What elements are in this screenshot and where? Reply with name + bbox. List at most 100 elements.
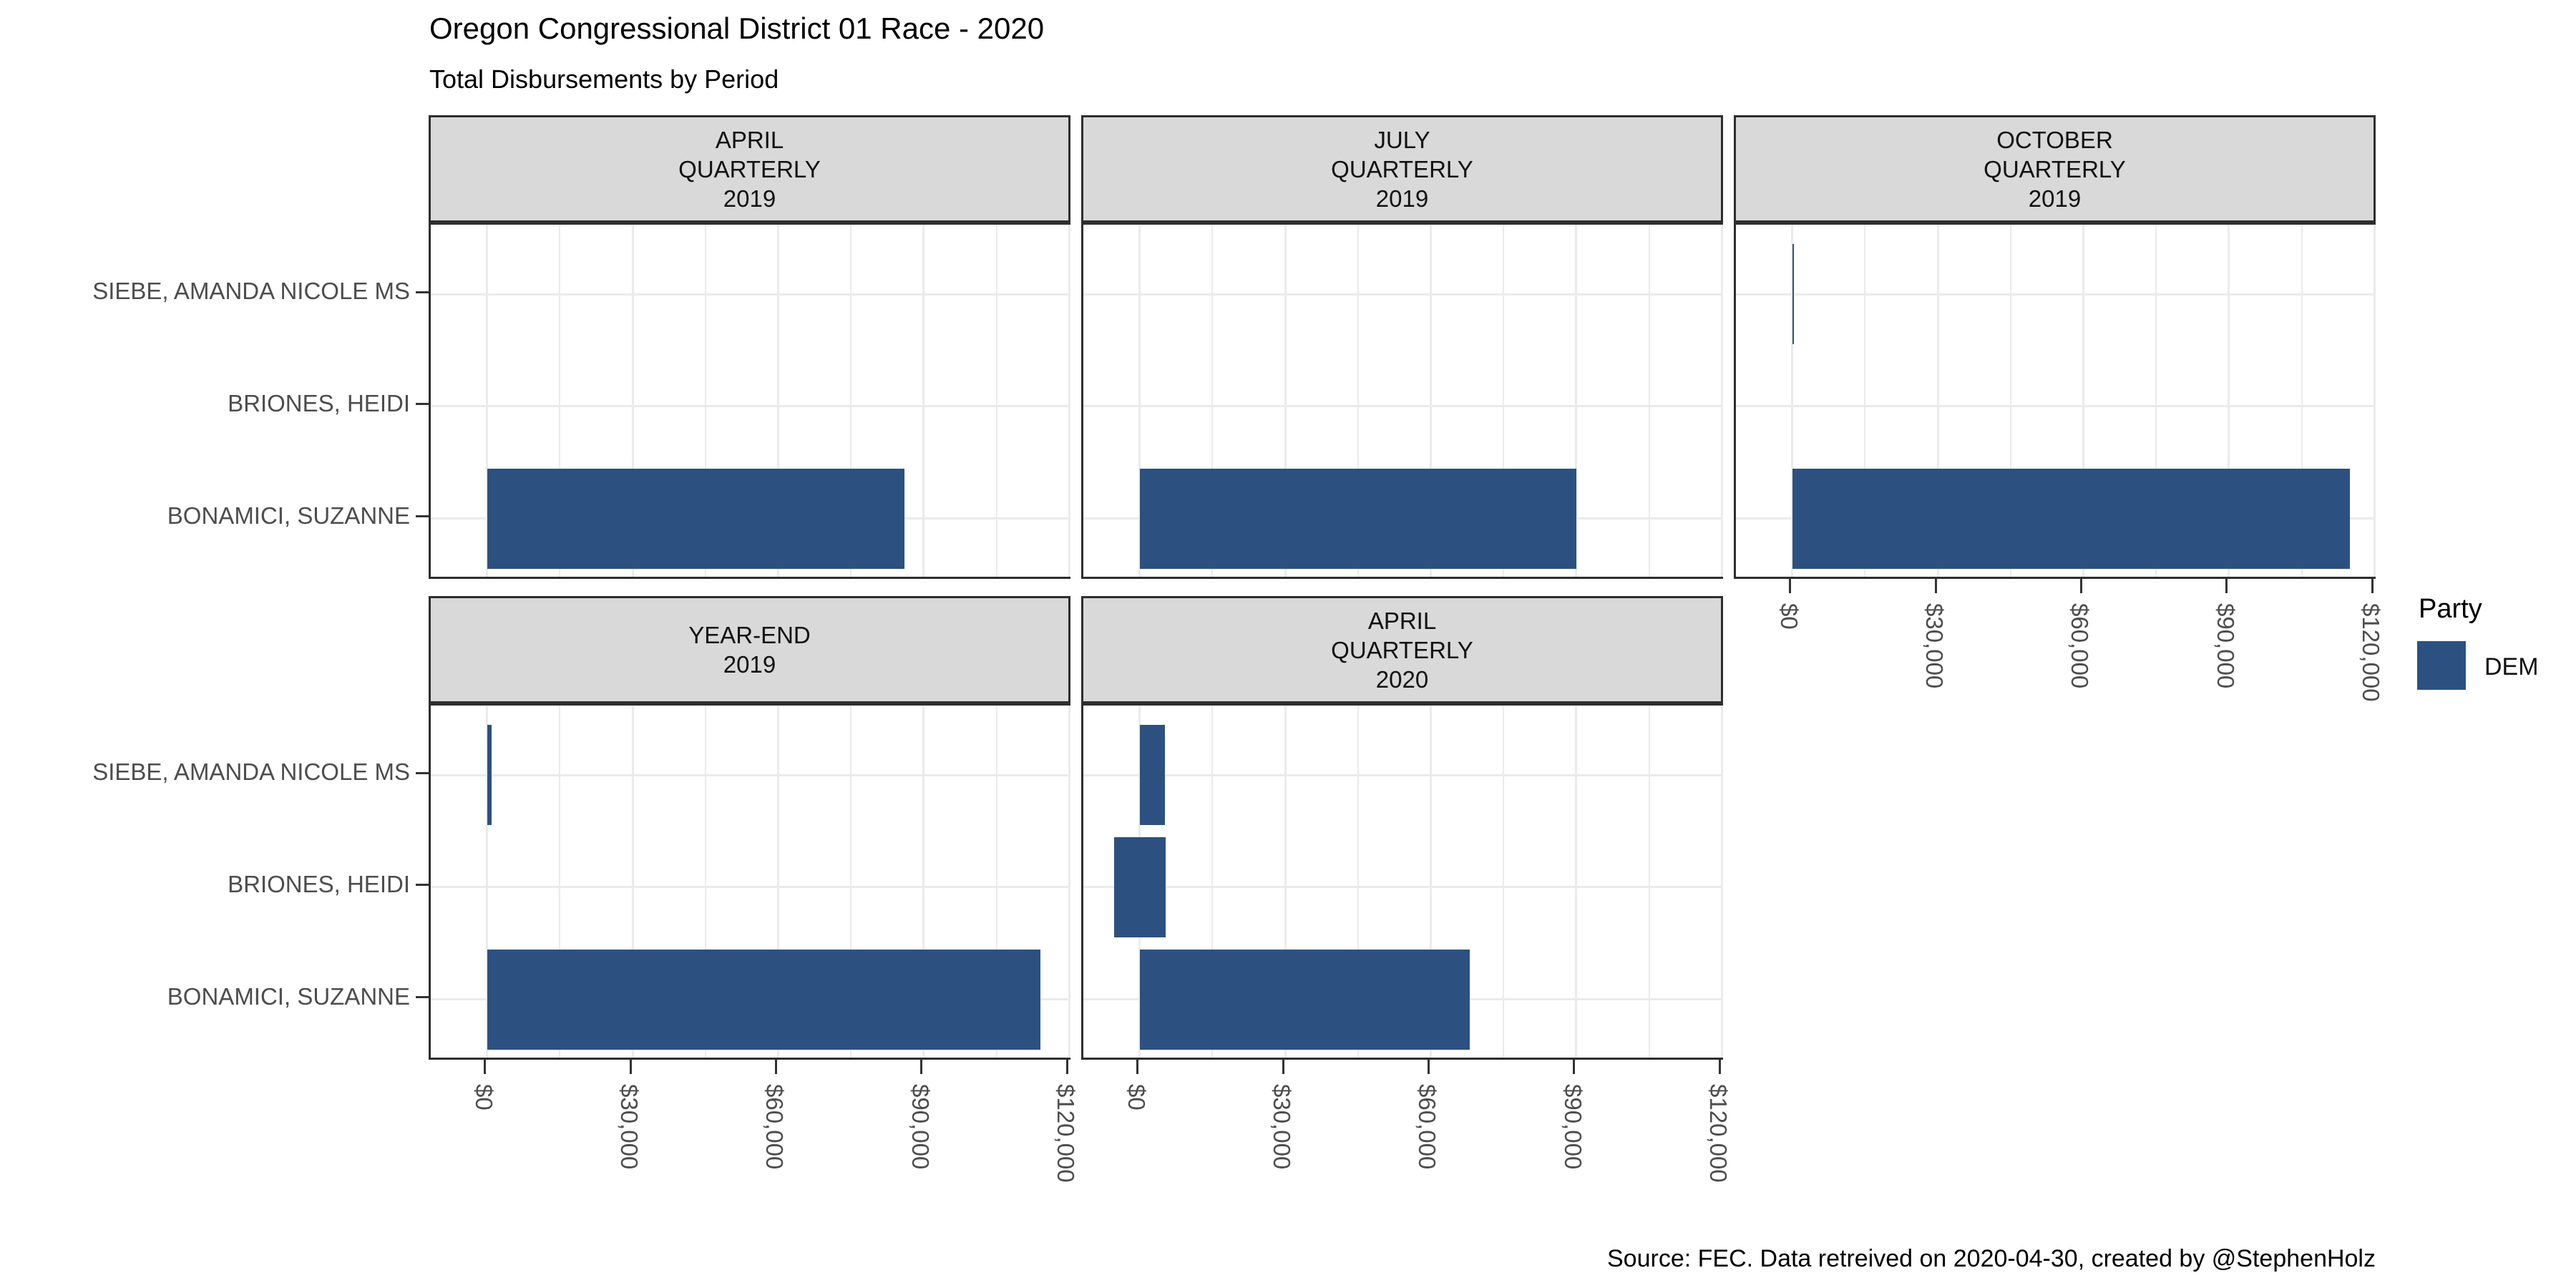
facet-strip-april-quarterly-2020: APRIL QUARTERLY 2020 (1081, 596, 1723, 703)
gridline-minor-x (1211, 225, 1214, 577)
y-axis-tick (416, 771, 429, 774)
facet-strip-label: 2019 (723, 651, 776, 678)
x-axis-label: $120,000 (1053, 1084, 1080, 1183)
x-axis-tick (484, 1060, 487, 1074)
y-axis-tick (416, 403, 429, 406)
x-axis-tick (1136, 1060, 1139, 1074)
x-axis-label: $0 (470, 1084, 497, 1111)
facet-strip-label: 2020 (1375, 665, 1429, 693)
gridline-major-x (631, 706, 634, 1058)
facet-panel-july-quarterly-2019 (1081, 223, 1723, 579)
gridline-minor-x (995, 706, 997, 1058)
gridline-major-y (431, 405, 1068, 408)
x-axis-label: $0 (1123, 1084, 1150, 1111)
facet-strip-october-quarterly-2019: OCTOBER QUARTERLY 2019 (1734, 115, 2376, 223)
x-axis-label: $60,000 (2067, 603, 2094, 689)
x-axis-label: $60,000 (1414, 1084, 1441, 1170)
bar-siebe (487, 725, 492, 826)
legend-label-dem: DEM (2484, 653, 2539, 680)
facet-strip-label: APRIL (1367, 607, 1437, 634)
bar-bonamici (1139, 468, 1576, 569)
gridline-major-x (2228, 225, 2230, 577)
gridline-major-y (431, 774, 1068, 776)
facet-strip-label: APRIL (715, 126, 784, 153)
gridline-major-x (1791, 225, 1794, 577)
facet-strip-april-quarterly-2019: APRIL QUARTERLY 2019 (429, 115, 1070, 223)
gridline-minor-x (2301, 225, 2303, 577)
facet-panel-april-quarterly-2020 (1081, 703, 1723, 1060)
facet-strip-label: QUARTERLY (1984, 155, 2126, 182)
gridline-minor-x (1648, 225, 1650, 577)
y-axis-tick (416, 515, 429, 518)
x-axis-tick (1718, 1060, 1721, 1074)
gridline-major-x (2373, 225, 2376, 577)
gridline-major-x (1429, 706, 1432, 1058)
gridline-major-y (1083, 293, 1721, 296)
facet-strip-year-end-2019: YEAR-END 2019 (429, 596, 1070, 703)
x-axis-label: $30,000 (1921, 603, 1948, 689)
gridline-major-y (1736, 405, 2373, 408)
gridline-minor-x (1864, 225, 1866, 577)
gridline-major-x (1284, 706, 1287, 1058)
chart-subtitle: Total Disbursements by Period (429, 64, 779, 94)
chart-caption: Source: FEC. Data retreived on 2020-04-3… (1607, 1245, 2376, 1272)
x-axis-tick (1282, 1060, 1284, 1074)
x-axis-label: $0 (1775, 603, 1802, 630)
gridline-minor-x (1357, 225, 1359, 577)
bar-siebe (1792, 244, 1794, 345)
gridline-minor-x (2155, 225, 2157, 577)
gridline-major-y (431, 293, 1068, 296)
y-axis-label-briones: BRIONES, HEIDI (228, 870, 410, 897)
legend-title: Party (2419, 594, 2482, 624)
gridline-major-x (1936, 225, 1939, 577)
gridline-minor-x (995, 225, 997, 577)
y-axis-label-siebe: SIEBE, AMANDA NICOLE MS (92, 758, 410, 786)
x-axis-tick (920, 1060, 923, 1074)
facet-strip-label: QUARTERLY (678, 155, 821, 182)
x-axis-label: $90,000 (1559, 1084, 1586, 1170)
y-axis-tick (416, 996, 429, 999)
x-axis-tick (1573, 1060, 1576, 1074)
gridline-major-x (922, 706, 925, 1058)
bar-bonamici (487, 949, 1040, 1050)
x-axis-tick (1065, 1060, 1068, 1074)
bar-bonamici (487, 468, 904, 569)
x-axis-label: $120,000 (1705, 1084, 1732, 1183)
gridline-major-x (1575, 225, 1578, 577)
bar-siebe (1139, 725, 1165, 826)
gridline-major-x (922, 225, 925, 577)
bar-bonamici (1792, 468, 2351, 569)
gridline-major-x (1720, 706, 1723, 1058)
x-axis-label: $30,000 (616, 1084, 643, 1170)
gridline-major-x (1429, 225, 1432, 577)
facet-strip-label: JULY (1374, 126, 1430, 153)
facet-strip-label: QUARTERLY (1331, 155, 1473, 182)
gridline-major-x (776, 225, 779, 577)
chart-title: Oregon Congressional District 01 Race - … (429, 11, 1045, 45)
legend-swatch-dem (2417, 641, 2466, 690)
x-axis-tick (629, 1060, 632, 1074)
facet-panel-april-quarterly-2019 (429, 223, 1070, 579)
y-axis-label-bonamici: BONAMICI, SUZANNE (167, 502, 410, 529)
gridline-major-x (1068, 225, 1070, 577)
gridline-minor-x (559, 225, 561, 577)
x-axis-tick (1934, 579, 1937, 593)
gridline-major-x (1068, 706, 1070, 1058)
gridline-minor-x (850, 225, 852, 577)
facet-strip-label: 2019 (2028, 185, 2082, 212)
facet-strip-label: YEAR-END (688, 622, 811, 648)
x-axis-tick (1789, 579, 1792, 593)
x-axis-label: $120,000 (2358, 603, 2385, 702)
x-axis-tick (2225, 579, 2228, 593)
facet-panel-october-quarterly-2019 (1734, 223, 2376, 579)
gridline-major-x (776, 706, 779, 1058)
facet-strip-label: OCTOBER (1996, 126, 2113, 153)
gridline-minor-x (1503, 706, 1505, 1058)
gridline-major-x (1138, 225, 1141, 577)
gridline-minor-x (850, 706, 852, 1058)
gridline-major-y (1083, 886, 1721, 889)
y-axis-label-briones: BRIONES, HEIDI (228, 389, 410, 416)
gridline-minor-x (2009, 225, 2011, 577)
x-axis-label: $90,000 (907, 1084, 934, 1170)
